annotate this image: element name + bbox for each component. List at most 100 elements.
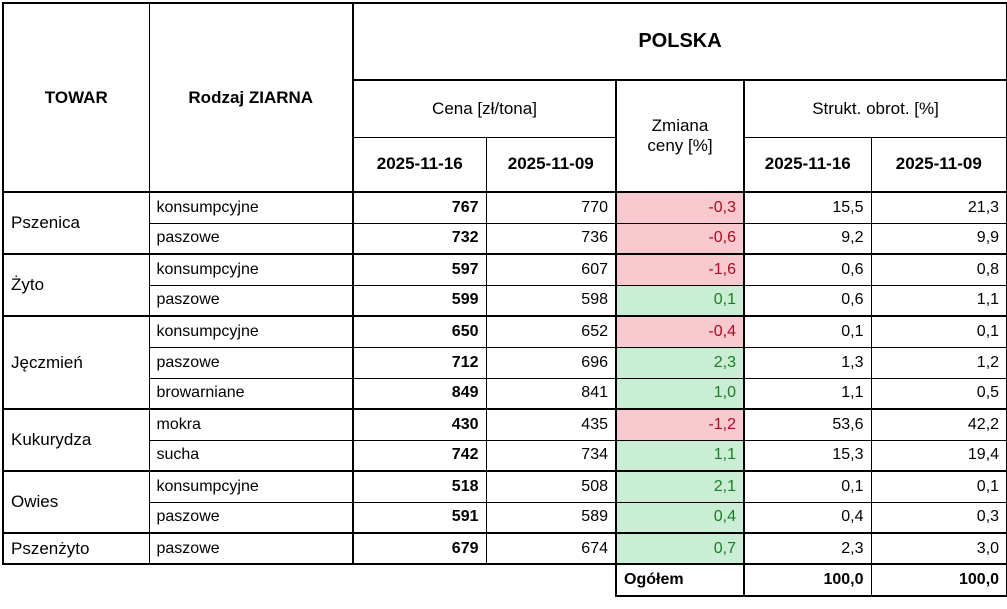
col-header-towar: TOWAR — [2, 2, 150, 193]
towar-cell: Jęczmień — [2, 315, 150, 410]
date-header-cena-current: 2025-11-16 — [352, 136, 487, 193]
strukt-previous-cell: 42,2 — [870, 408, 1007, 441]
zmiana-ceny-cell: 2,3 — [615, 346, 745, 379]
table-row: Jęczmień konsumpcyjne 650 652 -0,4 0,1 0… — [2, 315, 1007, 410]
towar-cell: Kukurydza — [2, 408, 150, 472]
table-row: Pszenica konsumpcyjne 767 770 -0,3 15,5 … — [2, 191, 1007, 255]
rodzaj-cell: paszowe — [148, 346, 354, 379]
cena-previous-cell: 589 — [485, 501, 617, 534]
cena-previous-cell: 736 — [485, 222, 617, 255]
cena-previous-cell: 607 — [485, 253, 617, 286]
table-row: Owies konsumpcyjne 518 508 2,1 0,1 0,1 — [2, 470, 1007, 534]
strukt-previous-cell: 9,9 — [870, 222, 1007, 255]
zmiana-ceny-cell: -1,6 — [615, 253, 745, 286]
rodzaj-cell: konsumpcyjne — [148, 191, 354, 224]
cena-previous-cell: 841 — [485, 377, 617, 410]
table-row: paszowe 591 589 0,4 0,4 0,3 — [3, 501, 1007, 534]
table-row: paszowe 712 696 2,3 1,3 1,2 — [3, 346, 1007, 379]
table-row: Kukurydza mokra 430 435 -1,2 53,6 42,2 — [2, 408, 1007, 472]
strukt-current-cell: 53,6 — [743, 408, 872, 441]
rodzaj-cell: mokra — [148, 408, 354, 441]
table-row: paszowe 599 598 0,1 0,6 1,1 — [3, 284, 1007, 317]
col-header-rodzaj-ziarna: Rodzaj ZIARNA — [148, 2, 354, 193]
strukt-previous-cell: 0,3 — [870, 501, 1007, 534]
region-header-polska: POLSKA — [351, 2, 1007, 81]
cena-current-cell: 849 — [352, 377, 487, 410]
cena-current-cell: 430 — [352, 408, 487, 441]
grain-price-table: TOWAR Rodzaj ZIARNA POLSKA Cena [zł/tona… — [2, 2, 1007, 597]
cena-current-cell: 742 — [352, 439, 487, 472]
strukt-previous-cell: 3,0 — [870, 532, 1007, 565]
strukt-previous-cell: 1,2 — [870, 346, 1007, 379]
col-header-cena: Cena [zł/tona] — [352, 79, 617, 138]
zmiana-ceny-cell: -0,3 — [615, 191, 745, 224]
header-row-dates: 2025-11-16 2025-11-09 2025-11-16 2025-11… — [3, 136, 1007, 193]
strukt-current-cell: 0,1 — [743, 470, 872, 503]
strukt-current-cell: 15,3 — [743, 439, 872, 472]
zmiana-ceny-cell: 0,7 — [615, 532, 745, 565]
zmiana-ceny-cell: 0,1 — [615, 284, 745, 317]
rodzaj-cell: paszowe — [148, 222, 354, 255]
strukt-current-cell: 2,3 — [743, 532, 872, 565]
towar-cell: Żyto — [2, 253, 150, 317]
table-row: sucha 742 734 1,1 15,3 19,4 — [3, 439, 1007, 472]
towar-cell: Pszenica — [2, 191, 150, 255]
strukt-current-cell: 1,1 — [743, 377, 872, 410]
ogolem-strukt-current: 100,0 — [743, 563, 872, 597]
col-header-strukt-obrot: Strukt. obrot. [%] — [743, 79, 1007, 138]
rodzaj-cell: konsumpcyjne — [148, 253, 354, 286]
cena-current-cell: 591 — [352, 501, 487, 534]
cena-current-cell: 679 — [352, 532, 487, 565]
footer-row: Ogółem 100,0 100,0 — [3, 563, 1007, 597]
zmiana-line-1: Zmiana — [651, 116, 709, 135]
cena-previous-cell: 652 — [485, 315, 617, 348]
strukt-previous-cell: 19,4 — [870, 439, 1007, 472]
header-row-region: TOWAR Rodzaj ZIARNA POLSKA — [2, 2, 1007, 193]
cena-current-cell: 767 — [352, 191, 487, 224]
table-row: Żyto konsumpcyjne 597 607 -1,6 0,6 0,8 — [2, 253, 1007, 317]
strukt-current-cell: 0,1 — [743, 315, 872, 348]
date-header-strukt-current: 2025-11-16 — [743, 136, 872, 193]
footer-spacer — [3, 564, 616, 596]
cena-previous-cell: 435 — [485, 408, 617, 441]
cena-previous-cell: 770 — [485, 191, 617, 224]
strukt-current-cell: 9,2 — [743, 222, 872, 255]
cena-current-cell: 597 — [352, 253, 487, 286]
zmiana-ceny-cell: -0,4 — [615, 315, 745, 348]
towar-cell: Owies — [2, 470, 150, 534]
strukt-current-cell: 1,3 — [743, 346, 872, 379]
zmiana-ceny-cell: -1,2 — [615, 408, 745, 441]
table-row: browarniane 849 841 1,0 1,1 0,5 — [3, 377, 1007, 410]
strukt-previous-cell: 0,5 — [870, 377, 1007, 410]
strukt-current-cell: 0,6 — [743, 253, 872, 286]
strukt-current-cell: 0,6 — [743, 284, 872, 317]
rodzaj-cell: paszowe — [148, 501, 354, 534]
rodzaj-cell: konsumpcyjne — [148, 470, 354, 503]
strukt-previous-cell: 21,3 — [870, 191, 1007, 224]
ogolem-strukt-previous: 100,0 — [870, 563, 1007, 597]
zmiana-ceny-cell: 0,4 — [615, 501, 745, 534]
towar-cell: Pszenżyto — [2, 532, 150, 565]
cena-current-cell: 732 — [352, 222, 487, 255]
rodzaj-cell: browarniane — [148, 377, 354, 410]
rodzaj-cell: sucha — [148, 439, 354, 472]
rodzaj-cell: paszowe — [148, 284, 354, 317]
rodzaj-cell: konsumpcyjne — [148, 315, 354, 348]
col-header-zmiana-ceny: Zmiana ceny [%] — [615, 79, 745, 193]
cena-current-cell: 650 — [352, 315, 487, 348]
cena-previous-cell: 508 — [485, 470, 617, 503]
cena-previous-cell: 696 — [485, 346, 617, 379]
zmiana-ceny-cell: -0,6 — [615, 222, 745, 255]
ogolem-label: Ogółem — [615, 563, 745, 597]
strukt-previous-cell: 1,1 — [870, 284, 1007, 317]
date-header-cena-previous: 2025-11-09 — [485, 136, 617, 193]
table-row: Pszenżyto paszowe 679 674 0,7 2,3 3,0 — [2, 532, 1007, 565]
strukt-previous-cell: 0,1 — [870, 315, 1007, 348]
cena-previous-cell: 674 — [485, 532, 617, 565]
zmiana-ceny-cell: 2,1 — [615, 470, 745, 503]
cena-current-cell: 518 — [352, 470, 487, 503]
strukt-current-cell: 15,5 — [743, 191, 872, 224]
strukt-previous-cell: 0,1 — [870, 470, 1007, 503]
zmiana-line-2: ceny [%] — [647, 136, 713, 155]
strukt-previous-cell: 0,8 — [870, 253, 1007, 286]
